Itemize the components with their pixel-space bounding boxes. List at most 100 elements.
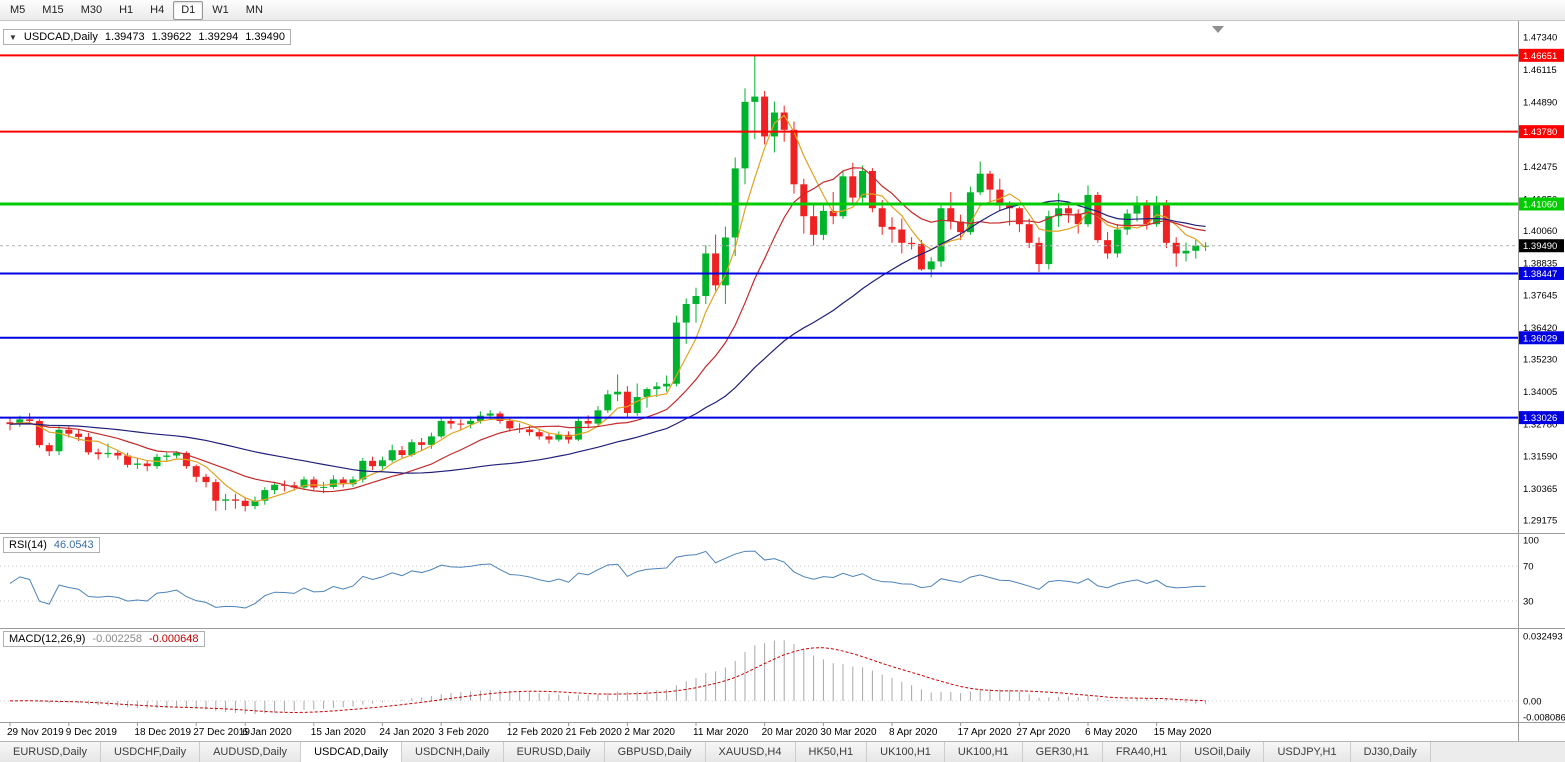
chart-tab-12-fra40-h1[interactable]: FRA40,H1 [1102, 742, 1182, 762]
ohlc-close: 1.39490 [245, 31, 285, 43]
candle-body [1123, 213, 1131, 230]
macd-pane: 0.032493 0.00 -0.008086 [0, 632, 1565, 724]
time-axis-label: 24 Jan 2020 [379, 727, 434, 738]
candle-body [35, 420, 43, 446]
price-badge-label: 1.41060 [1523, 199, 1557, 210]
candle-body [222, 499, 230, 501]
candlestick-series [6, 54, 1210, 512]
candle-body [1015, 208, 1023, 225]
candle-body [947, 208, 955, 222]
candle-body [1162, 202, 1170, 243]
time-axis-label: 15 Jan 2020 [311, 727, 366, 738]
timeframe-button-mn[interactable]: MN [245, 3, 263, 16]
timeframe-toolbar: M5 M15 M30 H1 H4 D1 W1 MN [0, 0, 1565, 21]
candle-body [1143, 202, 1151, 225]
candle-body [633, 397, 641, 413]
candle-body [359, 460, 367, 480]
ma-line-fast-ma [9, 114, 1206, 503]
macd-name: MACD(12,26,9) [9, 633, 86, 645]
ohlc-low: 1.39294 [198, 31, 239, 43]
candle-body [104, 452, 112, 455]
time-axis-label: 9 Dec 2019 [66, 727, 118, 738]
timeframe-button-d1[interactable]: D1 [173, 0, 204, 20]
timeframe-button-h1[interactable]: H1 [119, 3, 134, 16]
price-axis-label: 1.42475 [1523, 162, 1557, 173]
candle-body [1172, 242, 1180, 254]
candle-body [349, 479, 357, 485]
price-badge-label: 1.43780 [1523, 127, 1557, 138]
chart-tab-10-uk100-h1[interactable]: UK100,H1 [944, 742, 1023, 762]
candle-body [6, 422, 14, 425]
time-axis-label: 12 Feb 2020 [507, 727, 564, 738]
horizontal-levels[interactable] [0, 54, 1518, 419]
candle-body [65, 429, 73, 434]
candle-body [320, 486, 328, 488]
chart-tab-2-audusd-daily[interactable]: AUDUSD,Daily [200, 742, 302, 762]
chart-tab-15-dj30-daily[interactable]: DJ30,Daily [1350, 742, 1431, 762]
chart-tab-14-usdjpy-h1[interactable]: USDJPY,H1 [1264, 742, 1351, 762]
candle-body [1113, 229, 1121, 254]
price-axis-label: 1.30365 [1523, 484, 1557, 495]
chart-tab-6-gbpusd-daily[interactable]: GBPUSD,Daily [604, 742, 706, 762]
chart-tab-4-usdcnh-daily[interactable]: USDCNH,Daily [402, 742, 504, 762]
chart-tab-0-eurusd-daily[interactable]: EURUSD,Daily [0, 742, 101, 762]
candle-body [378, 460, 386, 467]
chart-tab-13-usoil-daily[interactable]: USOil,Daily [1181, 742, 1265, 762]
candle-body [761, 96, 769, 137]
ma-line-medium-ma [9, 167, 1206, 493]
price-axis-label: 1.47340 [1523, 33, 1557, 44]
candle-body [1035, 242, 1043, 265]
chart-tab-3-usdcad-daily[interactable]: USDCAD,Daily [301, 742, 403, 762]
chart-tab-9-uk100-h1[interactable]: UK100,H1 [867, 742, 945, 762]
chart-tab-7-xauusd-h4[interactable]: XAUUSD,H4 [705, 742, 796, 762]
price-axis-label: 1.36420 [1523, 323, 1557, 334]
price-axis-label: 1.38835 [1523, 259, 1557, 270]
candle-body [996, 189, 1004, 206]
candle-body [692, 295, 700, 304]
candle-body [1055, 208, 1063, 217]
chart-tab-bar: EURUSD,Daily USDCHF,Daily AUDUSD,Daily USDC… [0, 741, 1565, 762]
price-badge-label: 1.39490 [1523, 241, 1557, 252]
timeframe-button-h4[interactable]: H4 [150, 3, 165, 16]
candle-body [535, 432, 543, 437]
candle-body [75, 433, 83, 437]
price-badge-label: 1.36029 [1523, 333, 1557, 344]
candle-body [525, 429, 533, 433]
candle-body [241, 500, 249, 507]
price-axis-label: 1.35230 [1523, 355, 1557, 366]
candle-body [447, 420, 455, 424]
macd-axis-label: -0.008086 [1523, 713, 1565, 724]
chart-tab-8-hk50-h1[interactable]: HK50,H1 [795, 742, 868, 762]
candle-body [202, 476, 210, 483]
candle-body [1133, 202, 1141, 214]
time-axis[interactable]: 29 Nov 2019 9 Dec 2019 18 Dec 2019 27 Dec 2… [7, 722, 1212, 738]
time-axis-label: 21 Feb 2020 [566, 727, 623, 738]
price-axis-label: 1.40060 [1523, 226, 1557, 237]
candle-body [800, 184, 808, 217]
price-axis-label: 1.37645 [1523, 290, 1557, 301]
price-badge-label: 1.33026 [1523, 413, 1557, 424]
ohlc-high: 1.39622 [151, 31, 192, 43]
candle-body [957, 221, 965, 233]
macd-indicator-label: MACD(12,26,9) -0.002258 -0.000648 [3, 631, 205, 647]
price-badge [1519, 48, 1564, 62]
candle-body [623, 391, 631, 413]
candle-body [604, 394, 612, 411]
chart-tab-5-eurusd-daily[interactable]: EURUSD,Daily [503, 742, 605, 762]
candle-body [261, 490, 269, 501]
candle-body [133, 463, 141, 465]
price-badge-label: 1.38447 [1523, 269, 1557, 280]
candle-body [84, 436, 92, 453]
timeframe-button-w1[interactable]: W1 [212, 3, 229, 16]
macd-signal-line [9, 647, 1206, 713]
timeframe-button-m30[interactable]: M30 [80, 3, 103, 16]
timeframe-button-m5[interactable]: M5 [10, 3, 26, 16]
candle-body [1182, 250, 1190, 254]
timeframe-button-m15[interactable]: M15 [42, 3, 64, 16]
candle-body [1045, 216, 1053, 265]
macd-axis-label: 0.032493 [1523, 632, 1563, 643]
chart-tab-11-ger30-h1[interactable]: GER30,H1 [1022, 742, 1103, 762]
symbol-dropdown-icon[interactable]: ▼ [9, 33, 17, 42]
chart-tab-1-usdchf-daily[interactable]: USDCHF,Daily [100, 742, 201, 762]
